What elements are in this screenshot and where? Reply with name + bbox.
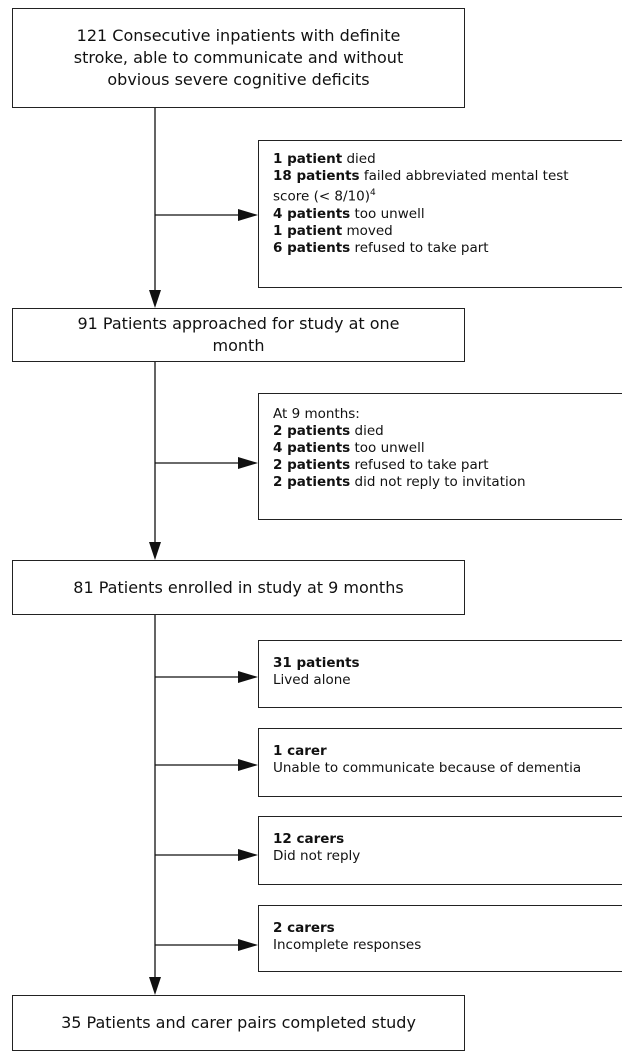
item-text: refused to take part <box>354 239 489 256</box>
item-count: 18 patients <box>273 168 360 184</box>
item: 4 patients too unwell <box>273 206 612 223</box>
item-text: died <box>354 423 384 439</box>
exclusion-box: At 9 months: 2 patients died 4 patients … <box>258 393 622 520</box>
item-count: 4 patients <box>273 205 351 222</box>
item-text: Did not reply <box>273 848 361 864</box>
exclusion-box: 2 carers Incomplete responses <box>258 905 622 972</box>
item: 1 patient died <box>273 151 612 168</box>
arrowhead <box>149 542 161 560</box>
item: 4 patients too unwell <box>273 440 612 457</box>
item-count: 1 patient <box>273 222 343 239</box>
item: 2 patients refused to take part <box>273 457 612 474</box>
arrowhead <box>238 209 258 221</box>
item-text: too unwell <box>354 205 425 222</box>
arrowhead <box>238 849 258 861</box>
item: 6 patients refused to take part <box>273 240 612 257</box>
stage-label: 121 Consecutive inpatients with definite… <box>73 26 404 89</box>
item: 2 patients died <box>273 423 612 440</box>
item-count: 12 carers <box>273 831 345 847</box>
item-text: Lived alone <box>273 672 351 688</box>
item-count: 1 carer <box>273 743 327 759</box>
stage-label: 81 Patients enrolled in study at 9 month… <box>73 577 404 597</box>
item: 2 patients did not reply to invitation <box>273 474 612 491</box>
arrowhead <box>149 977 161 995</box>
item-text: refused to take part <box>354 457 489 473</box>
item-count: 4 patients <box>273 440 351 456</box>
item-count: 2 carers <box>273 920 335 936</box>
lines <box>154 108 245 982</box>
item-text: failed abbreviated mental test score (< … <box>273 168 569 205</box>
arrowhead <box>238 759 258 771</box>
stage-label: 91 Patients approached for study at one … <box>77 314 400 355</box>
stage-box: 35 Patients and carer pairs completed st… <box>12 995 465 1051</box>
arrowheads <box>149 209 258 995</box>
item-count: 1 patient <box>273 151 343 167</box>
stage-box: 121 Consecutive inpatients with definite… <box>12 8 465 108</box>
reference: 4 <box>370 188 376 198</box>
arrowhead <box>238 939 258 951</box>
item-text: moved <box>346 222 393 239</box>
exclusion-box: 31 patients Lived alone <box>258 640 622 708</box>
item-count: 2 patients <box>273 423 351 439</box>
item-count: 2 patients <box>273 474 351 490</box>
arrowhead <box>238 457 258 469</box>
heading: At 9 months: <box>273 406 360 422</box>
stage-box: 81 Patients enrolled in study at 9 month… <box>12 560 465 615</box>
item-text: Incomplete responses <box>273 937 422 953</box>
item: 1 patient moved <box>273 223 612 240</box>
item-text: Unable to communicate because of dementi… <box>273 760 582 776</box>
item: 18 patients failed abbreviated mental te… <box>273 168 578 206</box>
stage-box: 91 Patients approached for study at one … <box>12 308 465 362</box>
item-count: 31 patients <box>273 655 360 671</box>
item-count: 2 patients <box>273 457 351 473</box>
item-count: 6 patients <box>273 239 351 256</box>
stage-label: 35 Patients and carer pairs completed st… <box>61 1013 416 1032</box>
arrowhead <box>238 671 258 683</box>
exclusion-box: 1 patient died 18 patients failed abbrev… <box>258 140 622 288</box>
arrowhead <box>149 290 161 308</box>
exclusion-box: 1 carer Unable to communicate because of… <box>258 728 622 797</box>
exclusion-box: 12 carers Did not reply <box>258 816 622 885</box>
item-text: died <box>346 151 376 167</box>
item-text: too unwell <box>354 440 425 456</box>
item-text: did not reply to invitation <box>354 474 526 490</box>
